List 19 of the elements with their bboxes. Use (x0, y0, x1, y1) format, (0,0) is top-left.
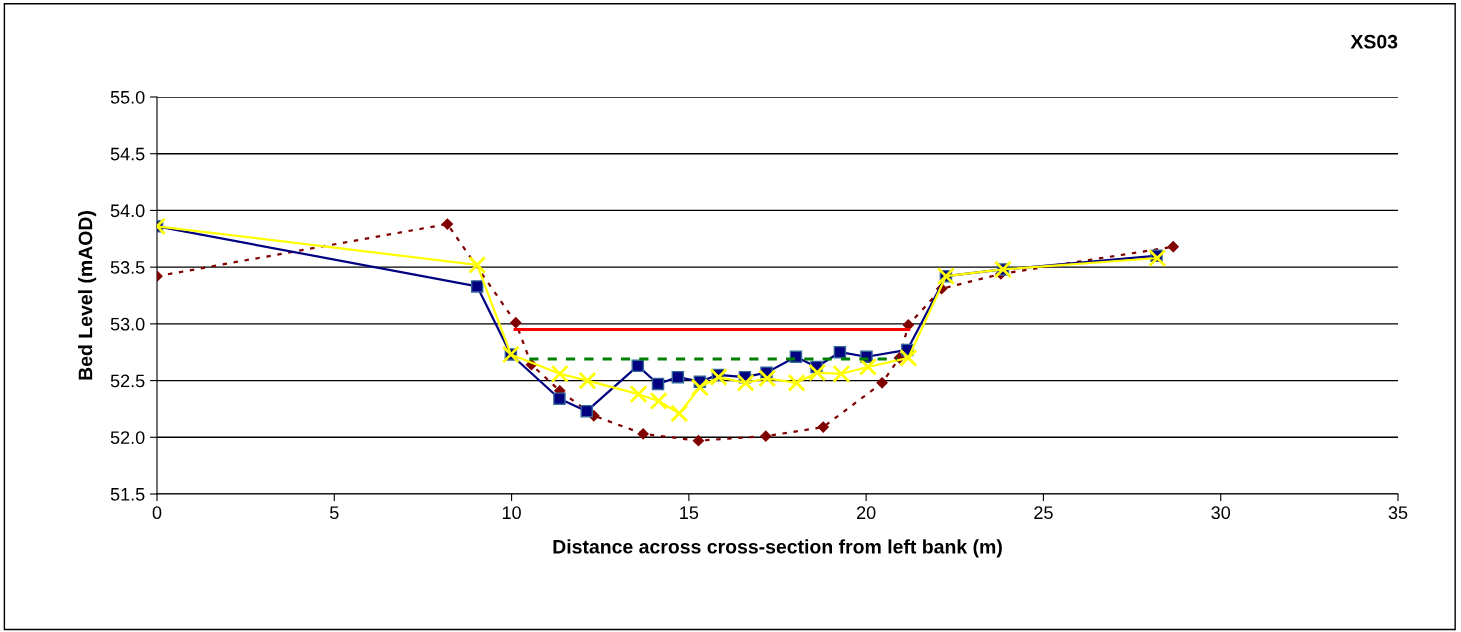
y-axis-title: Bed Level (mAOD) (78, 211, 97, 380)
y-tick-label: 55.0 (110, 90, 145, 104)
chart-title: XS03 (1350, 34, 1398, 49)
y-tick-label: 54.5 (110, 147, 145, 161)
y-tick-label: 52.5 (110, 374, 145, 388)
y-tick-label: 51.5 (110, 488, 145, 501)
x-axis-title: Distance across cross-section from left bank (m) (553, 539, 1002, 558)
x-tick-label: 25 (1034, 506, 1053, 520)
x-tick-label: 0 (152, 506, 162, 520)
x-tick-label: 35 (1388, 506, 1408, 520)
x-tick-label: 5 (329, 506, 339, 520)
y-tick-label: 53.5 (110, 261, 145, 274)
x-tick-label: 20 (857, 506, 876, 520)
y-tick-label: 53.0 (110, 317, 145, 331)
x-tick-label: 10 (502, 506, 521, 520)
y-tick-label: 52.0 (110, 431, 145, 445)
x-tick-label: 30 (1211, 506, 1231, 520)
y-tick-label: 54.0 (110, 204, 145, 218)
x-tick-label: 15 (680, 506, 699, 520)
